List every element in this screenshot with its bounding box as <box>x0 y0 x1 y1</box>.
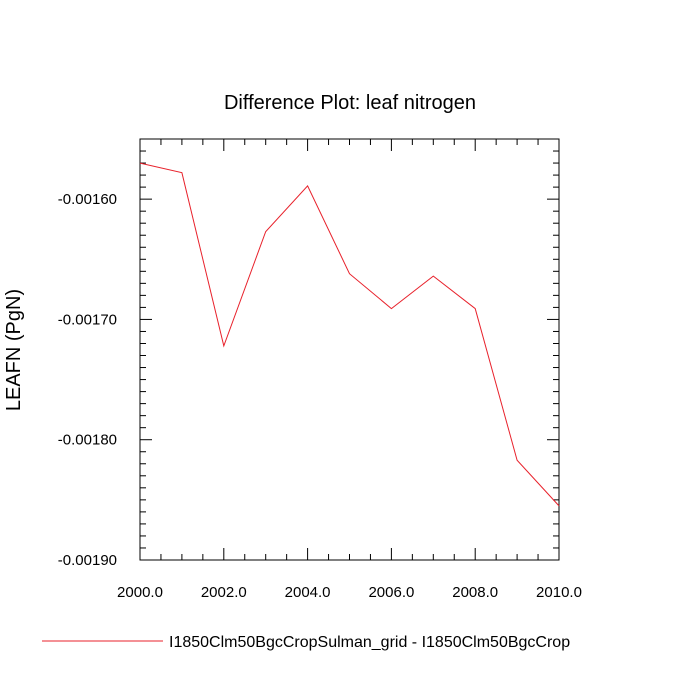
x-tick-label: 2010.0 <box>536 584 582 601</box>
y-tick-label: -0.00160 <box>58 191 117 208</box>
series-group <box>139 162 560 507</box>
x-tick-label: 2006.0 <box>368 584 414 601</box>
y-axis-label: LEAFN (PgN) <box>3 289 25 411</box>
x-tick-label: 2004.0 <box>285 584 331 601</box>
legend: I1850Clm50BgcCropSulman_grid - I1850Clm5… <box>42 634 570 651</box>
x-tick-label: 2002.0 <box>201 584 247 601</box>
x-tick-label: 2008.0 <box>452 584 498 601</box>
series-line <box>139 162 560 507</box>
y-axis-ticks: -0.00160 -0.00170 -0.00180 -0.00190 <box>58 138 559 569</box>
plot-frame <box>139 138 560 561</box>
chart-title: Difference Plot: leaf nitrogen <box>224 92 476 114</box>
x-axis-ticks: 2000.0 2002.0 2004.0 2006.0 2008.0 2010.0 <box>117 139 582 601</box>
y-tick-label: -0.00190 <box>58 552 117 569</box>
x-tick-label: 2000.0 <box>117 584 163 601</box>
legend-label: I1850Clm50BgcCropSulman_grid - I1850Clm5… <box>169 634 570 651</box>
y-tick-label: -0.00170 <box>58 311 117 328</box>
y-tick-label: -0.00180 <box>58 432 117 449</box>
